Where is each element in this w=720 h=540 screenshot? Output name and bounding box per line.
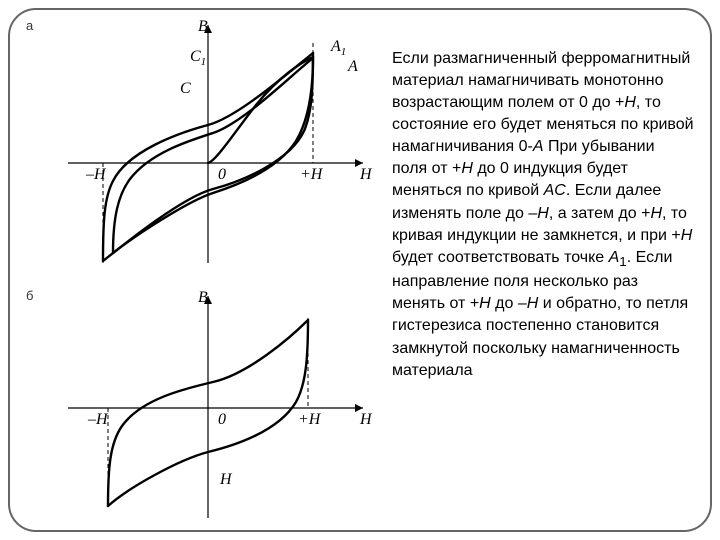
svg-text:C1: C1 <box>190 48 206 68</box>
svg-text:C: C <box>180 80 191 97</box>
svg-text:A: A <box>347 58 358 75</box>
svg-text:+H: +H <box>298 411 322 428</box>
description-text: Если размагниченный ферромагнитный матер… <box>388 8 712 532</box>
svg-text:0: 0 <box>218 166 226 183</box>
svg-text:H: H <box>219 471 233 488</box>
diagrams-column: а б BC1A1AC0+HH–H B0+HH–HH <box>8 8 388 532</box>
svg-text:A1: A1 <box>330 38 346 58</box>
content: а б BC1A1AC0+HH–H B0+HH–HH Если размагни… <box>8 8 712 532</box>
svg-text:0: 0 <box>218 411 226 428</box>
svg-text:–H: –H <box>87 411 109 428</box>
svg-text:+H: +H <box>300 166 324 183</box>
svg-text:H: H <box>359 411 373 428</box>
hysteresis-bottom: B 0 +H H –H H <box>28 288 388 528</box>
svg-text:–H: –H <box>85 166 107 183</box>
svg-text:B: B <box>198 18 208 35</box>
svg-text:H: H <box>359 166 373 183</box>
svg-text:B: B <box>198 289 208 306</box>
hysteresis-top: B C1 A1A C 0 +H H –H <box>28 13 388 273</box>
